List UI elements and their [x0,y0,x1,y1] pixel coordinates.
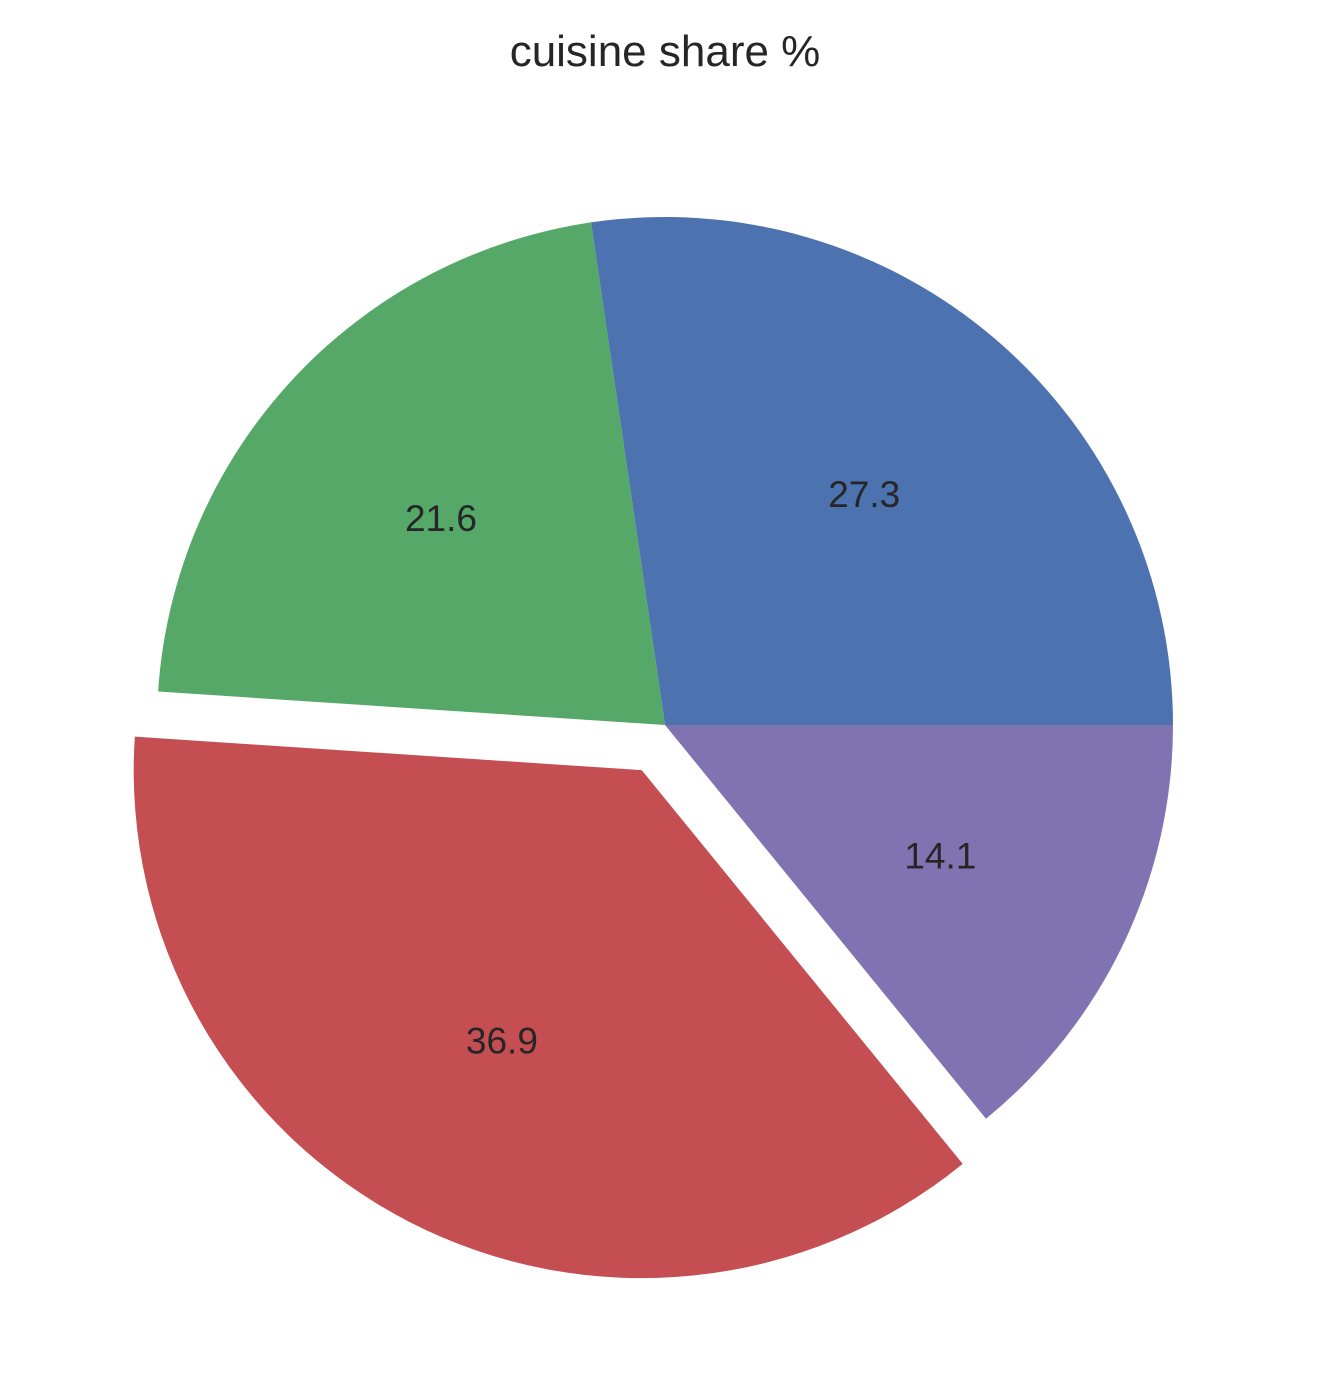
slice-label-27.3: 27.3 [828,474,900,515]
slice-label-36.9: 36.9 [466,1021,538,1062]
pie-slices [133,217,1173,1279]
pie-slice-27.3 [590,217,1173,725]
slice-label-21.6: 21.6 [405,498,477,539]
pie-slice-21.6 [158,222,665,725]
pie-labels: 27.3 21.6 36.9 14.1 [405,474,976,1062]
chart-title: cuisine share % [510,27,821,76]
pie-slice-14.1 [665,725,1173,1119]
pie-slice-36.9 [133,736,963,1279]
slice-label-14.1: 14.1 [904,835,976,876]
